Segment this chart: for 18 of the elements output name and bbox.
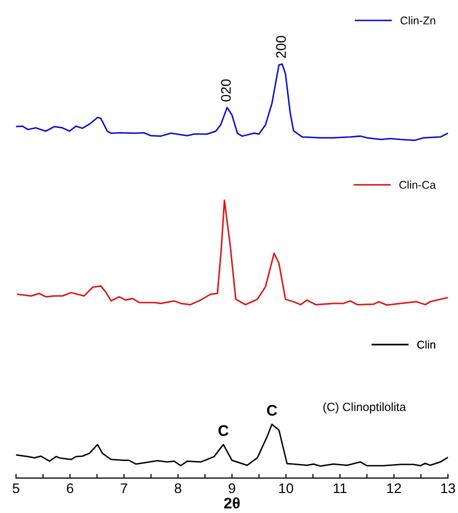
x-tick-label: 12 xyxy=(387,483,401,494)
x-axis-title: 2θ xyxy=(224,497,240,509)
x-tick-label: 7 xyxy=(120,483,128,494)
annotation: C xyxy=(267,404,278,416)
x-tick-label: 13 xyxy=(441,483,456,494)
annotation: 020 xyxy=(221,79,231,102)
annotation: 200 xyxy=(276,36,286,58)
x-tick-label: 10 xyxy=(279,483,294,494)
annotation: (C) Clinoptilolita xyxy=(323,402,406,414)
x-tick-label: 5 xyxy=(12,483,20,494)
legend-label: Clin xyxy=(417,340,436,349)
x-tick-label: 9 xyxy=(228,483,236,494)
x-tick-label: 6 xyxy=(66,483,74,494)
x-tick-label: 8 xyxy=(174,483,182,494)
annotation: C xyxy=(218,425,228,436)
x-tick-label: 11 xyxy=(334,483,346,494)
legend-label: Clin-Zn xyxy=(400,16,436,24)
legend-label: Clin-Ca xyxy=(399,180,436,189)
